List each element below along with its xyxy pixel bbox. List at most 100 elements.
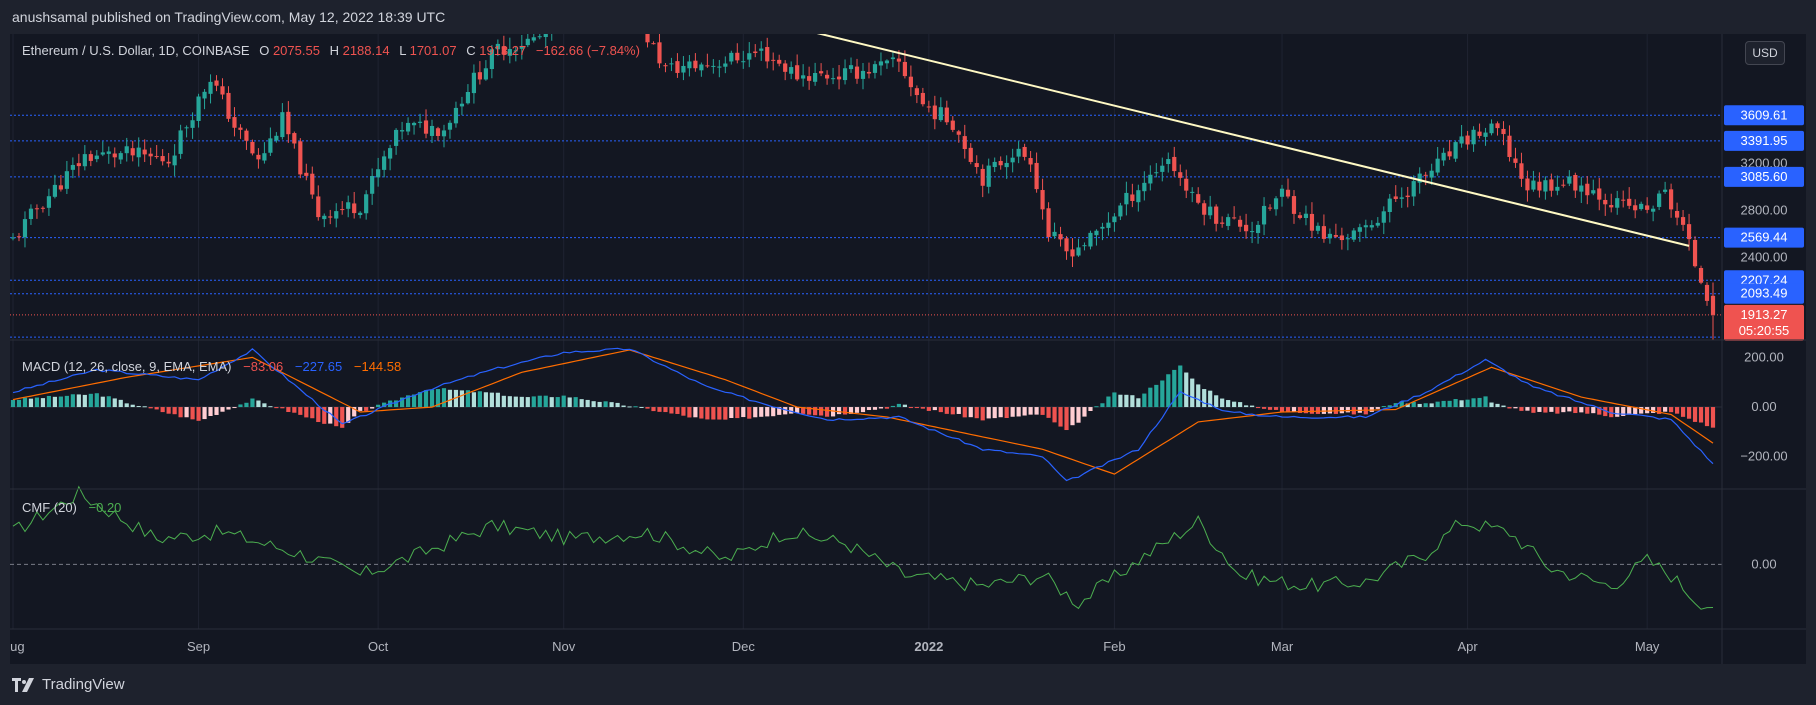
candle-body — [1621, 199, 1626, 201]
macd-histogram-bar — [830, 407, 836, 417]
macd-histogram-bar — [1663, 407, 1668, 412]
macd-histogram-bar — [130, 404, 135, 408]
macd-histogram-bar — [1058, 407, 1063, 427]
macd-histogram-bar — [573, 397, 578, 408]
candle-body — [1513, 158, 1518, 163]
macd-histogram-bar — [1136, 398, 1141, 408]
candle-body — [34, 208, 40, 210]
macd-histogram-bar — [1585, 407, 1590, 414]
candle-body — [1369, 225, 1374, 228]
candle-body — [250, 141, 255, 154]
last-price-countdown: 05:20:55 — [1739, 323, 1790, 338]
level-badge-label: 2569.44 — [1741, 230, 1788, 245]
macd-histogram-bar — [340, 407, 345, 428]
macd-histogram-bar — [531, 396, 536, 408]
candle-body — [1040, 190, 1045, 210]
candle-body — [1669, 189, 1674, 210]
price-chart[interactable]: 2400.00 2800.00 3200.00 3609.61 3391.95 3085.… — [10, 34, 1806, 664]
candle-body — [166, 161, 171, 164]
candle-body — [956, 131, 961, 135]
candle-body — [992, 161, 997, 168]
candle-body — [980, 168, 985, 186]
macd-histogram-bar — [1710, 407, 1716, 428]
macd-histogram-bar — [1405, 403, 1410, 408]
macd-histogram-bar — [1429, 403, 1434, 408]
macd-histogram-bar — [250, 398, 255, 408]
macd-histogram-bar — [836, 407, 842, 415]
macd-histogram-bar — [190, 407, 195, 420]
macd-histogram-bar — [621, 405, 626, 408]
macd-histogram-bar — [1315, 407, 1321, 414]
macd-histogram-bar — [1633, 407, 1638, 415]
cmf-legend-value: −0.20 — [89, 500, 122, 515]
candle-body — [184, 127, 189, 129]
macd-histogram-bar — [783, 407, 788, 415]
candle-body — [1339, 235, 1344, 241]
macd-histogram-bar — [1178, 365, 1183, 408]
macd-histogram-bar — [1004, 407, 1009, 419]
tradingview-logo-icon — [12, 677, 34, 692]
candle-body — [1477, 131, 1482, 136]
candle-body — [1142, 182, 1147, 192]
macd-histogram-bar — [148, 407, 153, 409]
macd-histogram-bar — [376, 404, 381, 408]
macd-histogram-bar — [824, 407, 830, 417]
macd-histogram-bar — [172, 407, 177, 415]
candle-body — [112, 153, 117, 158]
macd-signal-line — [12, 349, 1714, 475]
candle-body — [1034, 162, 1039, 190]
macd-histogram-bar — [417, 392, 423, 408]
candle-body — [256, 154, 261, 160]
level-badge-label: 2207.24 — [1741, 272, 1788, 287]
macd-histogram-bar — [537, 395, 542, 408]
candle-body — [657, 42, 662, 64]
macd-histogram-bar — [1244, 405, 1249, 408]
macd-histogram-bar — [1375, 407, 1380, 409]
candle-body — [429, 125, 435, 136]
macd-legend-signal: −144.58 — [354, 359, 401, 374]
macd-histogram-bar — [459, 390, 465, 408]
candle-body — [130, 148, 135, 156]
macd-histogram-bar — [154, 407, 159, 410]
candle-body — [1698, 268, 1704, 283]
tradingview-logo[interactable]: TradingView — [12, 676, 125, 693]
currency-button[interactable]: USD — [1745, 41, 1785, 65]
macd-histogram-bar — [1627, 407, 1632, 415]
candle-body — [1663, 189, 1668, 192]
macd-histogram-bar — [1680, 407, 1686, 417]
macd-histogram-bar — [88, 393, 93, 408]
candles — [10, 34, 1716, 340]
candle-body — [1297, 215, 1303, 218]
candle-body — [1178, 172, 1183, 178]
candle-body — [1321, 226, 1327, 239]
macd-histogram-bar — [543, 395, 548, 408]
time-tick-label: May — [1635, 639, 1660, 654]
candle-body — [316, 196, 321, 218]
candle-body — [1507, 135, 1512, 157]
macd-histogram-bar — [920, 407, 925, 409]
macd-histogram-bar — [322, 407, 327, 424]
macd-histogram-bar — [274, 407, 279, 409]
candle-body — [148, 153, 153, 157]
chart-area[interactable] — [10, 34, 1806, 664]
cmf-pane — [10, 485, 1722, 610]
macd-histogram-bar — [842, 407, 848, 415]
candle-body — [651, 43, 656, 45]
candle-body — [693, 60, 698, 69]
level-badge — [1724, 227, 1804, 248]
macd-histogram-bar — [1226, 400, 1231, 408]
candle-body — [411, 122, 417, 126]
macd-histogram-bar — [1148, 387, 1153, 408]
candle-body — [16, 236, 22, 238]
macd-histogram-bar — [1651, 407, 1656, 413]
candle-body — [1704, 284, 1710, 301]
candle-body — [322, 215, 327, 220]
macd-histogram-bar — [441, 388, 447, 408]
candle-body — [1214, 206, 1219, 224]
macd-histogram-bar — [1471, 398, 1476, 408]
legend-open: 2075.55 — [273, 43, 320, 58]
candle-body — [741, 61, 746, 63]
tradingview-logo-text: TradingView — [42, 676, 125, 693]
macd-histogram-bar — [1387, 405, 1392, 408]
macd-histogram-bar — [1561, 407, 1566, 413]
